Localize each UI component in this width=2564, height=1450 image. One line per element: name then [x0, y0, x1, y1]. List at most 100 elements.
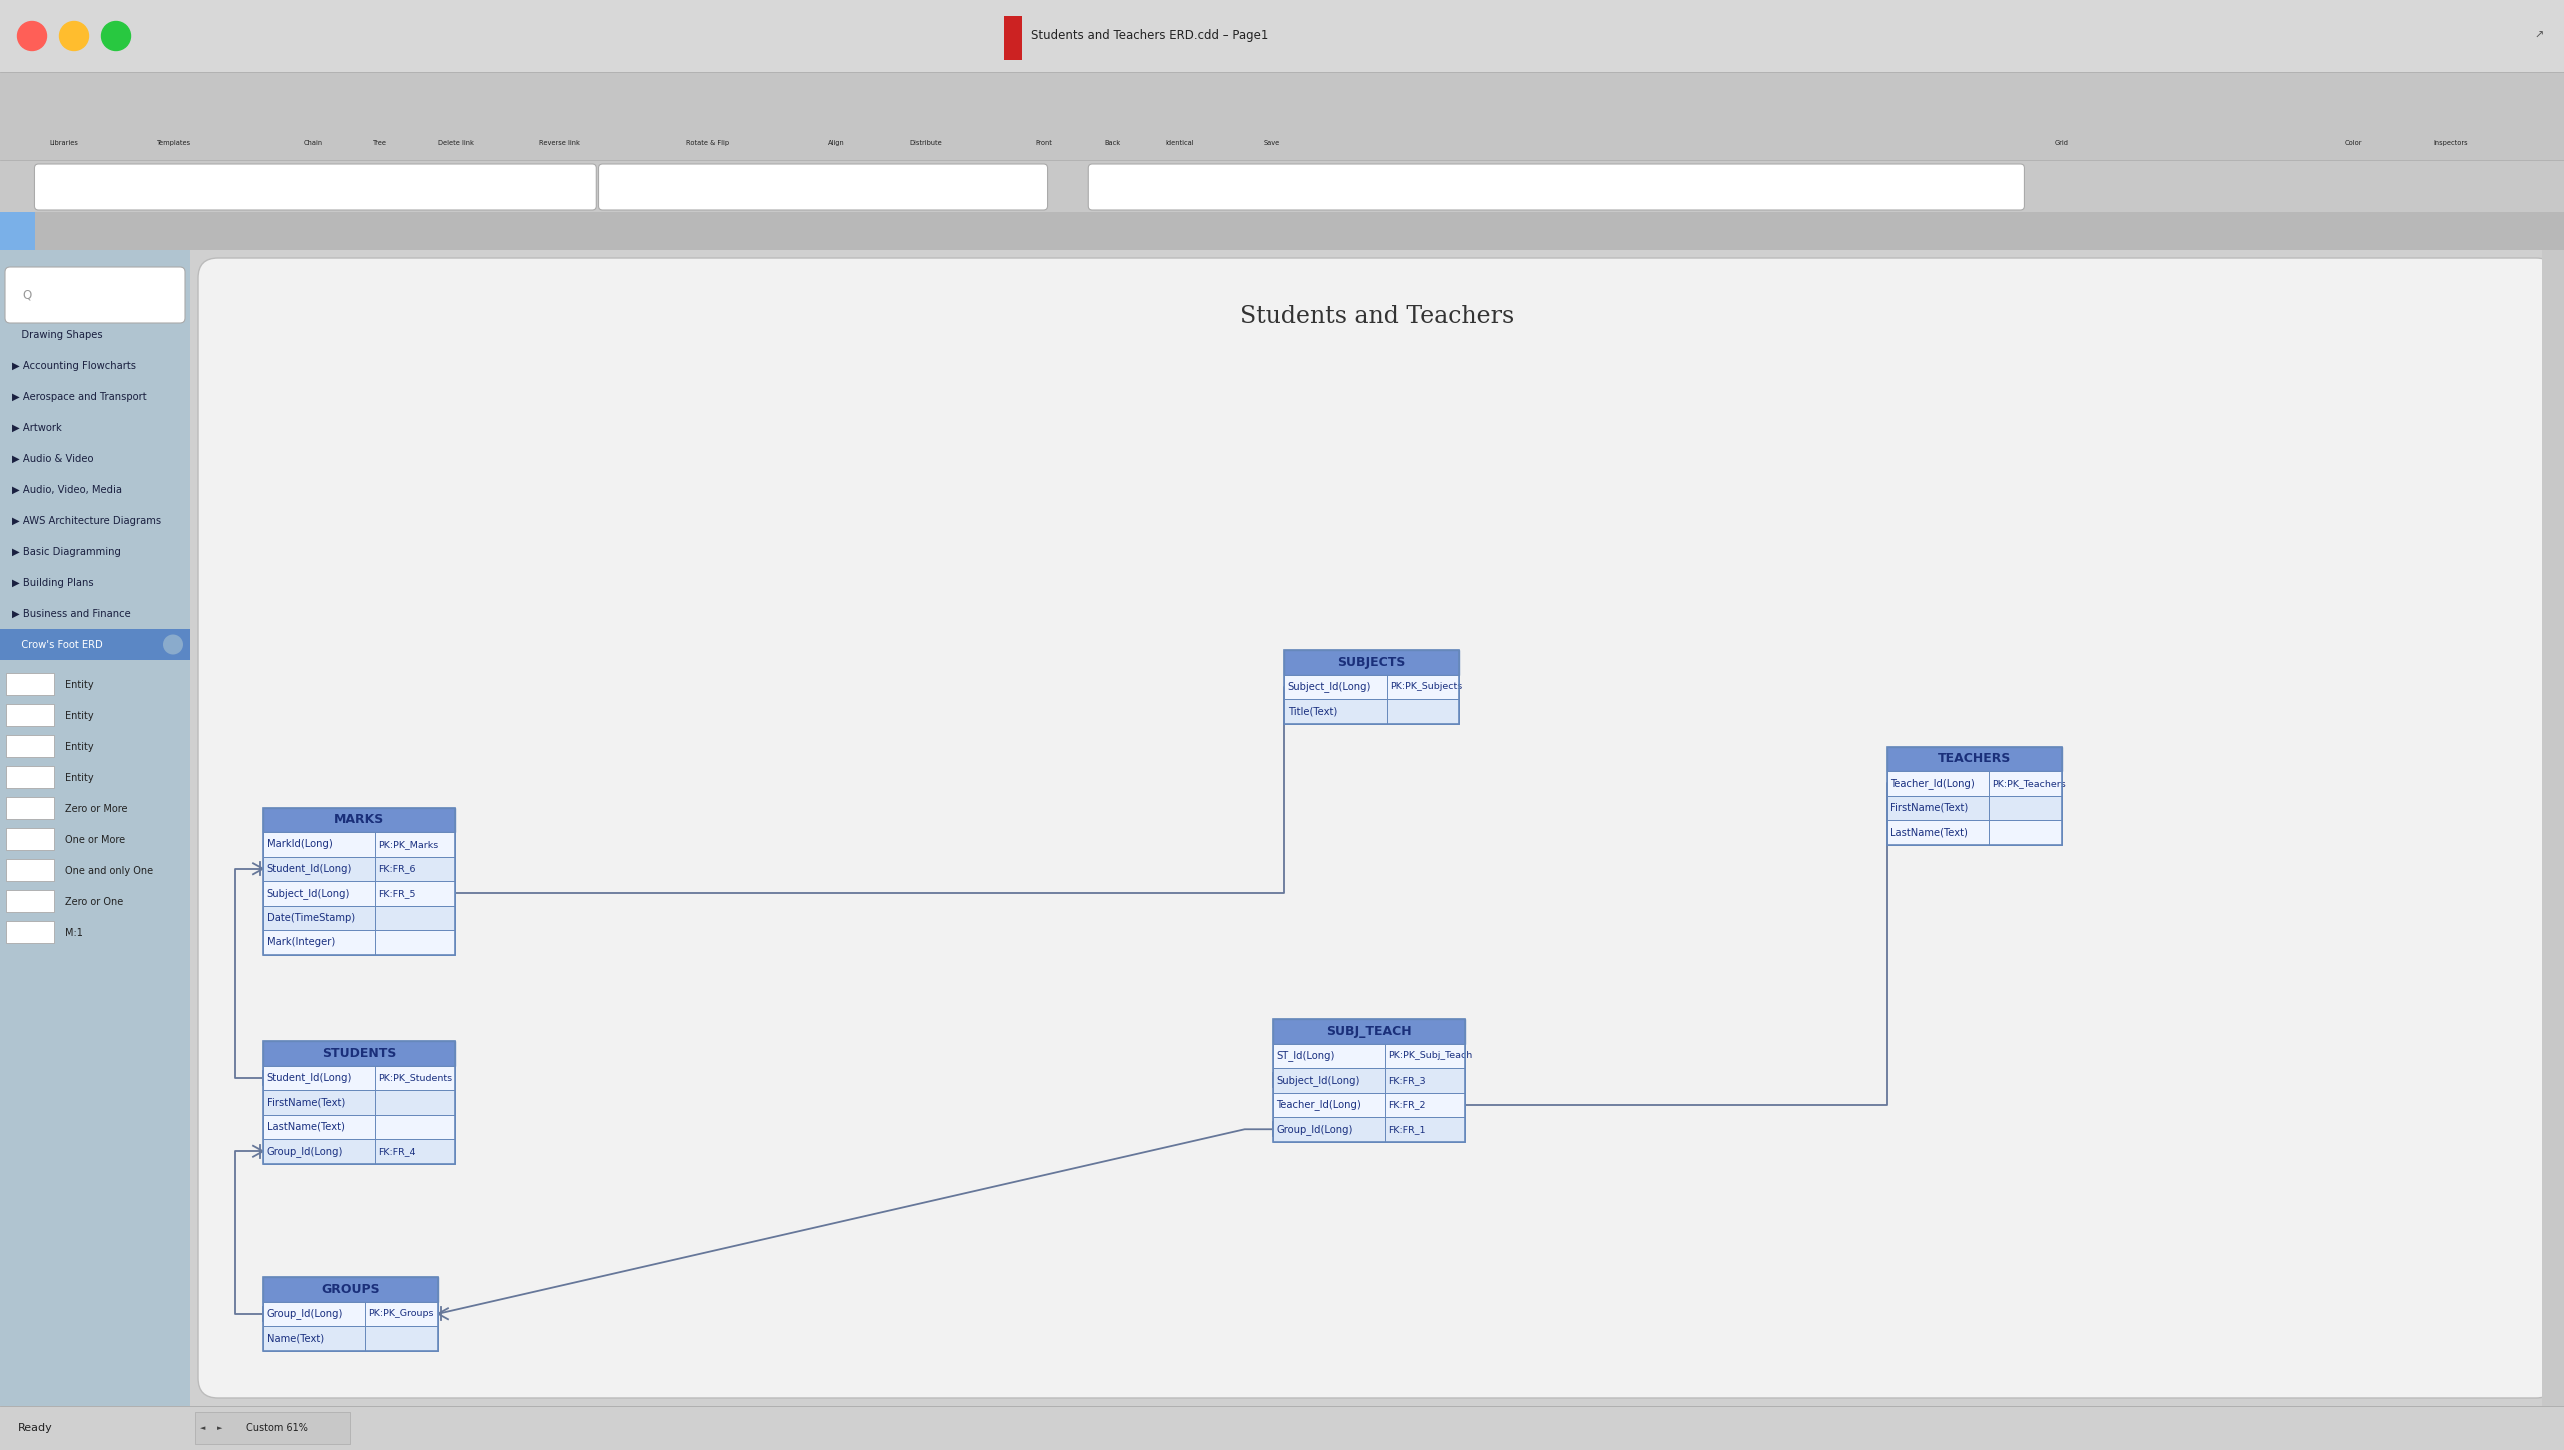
- Bar: [1285, 699, 1459, 724]
- Bar: [1887, 771, 2061, 796]
- Text: Student_Id(Long): Student_Id(Long): [267, 1073, 351, 1083]
- Text: FK:FR_6: FK:FR_6: [379, 864, 415, 873]
- Circle shape: [103, 22, 131, 51]
- Bar: [1285, 650, 1459, 724]
- Text: FirstName(Text): FirstName(Text): [1890, 803, 1969, 813]
- Bar: [1095, 91, 1131, 130]
- Bar: [264, 1302, 438, 1325]
- Text: ►: ►: [218, 1425, 223, 1431]
- Text: PK:PK_Marks: PK:PK_Marks: [379, 840, 438, 848]
- Text: Save: Save: [1264, 141, 1279, 146]
- Text: Group_Id(Long): Group_Id(Long): [1277, 1124, 1354, 1135]
- Text: SUBJ_TEACH: SUBJ_TEACH: [1326, 1025, 1413, 1038]
- Bar: [5, 921, 54, 942]
- Text: PK:PK_Subjects: PK:PK_Subjects: [1390, 683, 1461, 692]
- Text: Subject_Id(Long): Subject_Id(Long): [1277, 1074, 1359, 1086]
- Bar: [2336, 91, 2372, 130]
- Text: SUBJECTS: SUBJECTS: [1338, 655, 1405, 668]
- Text: Zero or One: Zero or One: [64, 898, 123, 908]
- Text: Align: Align: [828, 141, 844, 146]
- Text: MARKS: MARKS: [333, 813, 385, 826]
- Bar: [0, 1406, 2564, 1450]
- Bar: [818, 91, 854, 130]
- Text: ▶ Audio & Video: ▶ Audio & Video: [13, 454, 92, 464]
- Bar: [1161, 91, 1197, 130]
- Bar: [5, 798, 54, 819]
- Bar: [264, 808, 454, 832]
- Bar: [0, 249, 190, 1406]
- Text: Subject_Id(Long): Subject_Id(Long): [267, 887, 349, 899]
- Text: ↗: ↗: [2533, 30, 2543, 41]
- Text: MarkId(Long): MarkId(Long): [267, 840, 333, 850]
- Text: Mark(Integer): Mark(Integer): [267, 937, 336, 947]
- Text: Entity: Entity: [64, 710, 95, 721]
- Bar: [190, 1406, 2541, 1450]
- Bar: [5, 766, 54, 787]
- FancyBboxPatch shape: [33, 164, 597, 210]
- Text: GROUPS: GROUPS: [320, 1283, 379, 1296]
- Text: Distribute: Distribute: [910, 141, 941, 146]
- Bar: [690, 91, 726, 130]
- Bar: [264, 1066, 454, 1090]
- Text: Custom 61%: Custom 61%: [246, 1422, 308, 1433]
- Bar: [0, 212, 2564, 249]
- Bar: [264, 832, 454, 857]
- Text: FirstName(Text): FirstName(Text): [267, 1098, 344, 1108]
- Bar: [264, 1277, 438, 1302]
- Text: Front: Front: [1036, 141, 1051, 146]
- Bar: [46, 91, 82, 130]
- Bar: [1272, 1092, 1464, 1116]
- FancyBboxPatch shape: [5, 267, 185, 323]
- Bar: [2044, 91, 2079, 130]
- Circle shape: [164, 635, 182, 654]
- Circle shape: [59, 22, 90, 51]
- Bar: [264, 1277, 438, 1350]
- Bar: [156, 91, 192, 130]
- Text: Inspectors: Inspectors: [2433, 141, 2469, 146]
- Bar: [2433, 91, 2469, 130]
- Text: ▶ AWS Architecture Diagrams: ▶ AWS Architecture Diagrams: [13, 516, 162, 525]
- Bar: [1003, 16, 1020, 59]
- Text: Rotate & Flip: Rotate & Flip: [687, 141, 728, 146]
- Bar: [541, 91, 577, 130]
- Bar: [5, 673, 54, 695]
- Text: Tree: Tree: [372, 141, 387, 146]
- Bar: [908, 91, 944, 130]
- Text: One and only One: One and only One: [64, 866, 154, 876]
- Bar: [1887, 796, 2061, 821]
- Text: M:1: M:1: [64, 928, 82, 938]
- Text: PK:PK_Teachers: PK:PK_Teachers: [1992, 779, 2067, 787]
- Text: Drawing Shapes: Drawing Shapes: [13, 329, 103, 339]
- Bar: [1254, 91, 1290, 130]
- Text: ▶ Artwork: ▶ Artwork: [13, 422, 62, 432]
- Text: ST_Id(Long): ST_Id(Long): [1277, 1050, 1336, 1061]
- Text: Libraries: Libraries: [49, 141, 79, 146]
- Text: STUDENTS: STUDENTS: [323, 1047, 397, 1060]
- Bar: [264, 857, 454, 882]
- Text: Group_Id(Long): Group_Id(Long): [267, 1146, 344, 1157]
- Text: Chain: Chain: [303, 141, 323, 146]
- Bar: [264, 882, 454, 905]
- Bar: [438, 91, 474, 130]
- Bar: [2541, 249, 2564, 1406]
- Bar: [1285, 674, 1459, 699]
- Text: FK:FR_5: FK:FR_5: [379, 889, 415, 898]
- Bar: [1887, 821, 2061, 844]
- Bar: [1272, 1044, 1464, 1069]
- Bar: [5, 735, 54, 757]
- Bar: [1272, 1019, 1464, 1141]
- Text: ◄: ◄: [200, 1425, 205, 1431]
- Text: Ready: Ready: [18, 1422, 54, 1433]
- Bar: [264, 1090, 454, 1115]
- Text: Identical: Identical: [1164, 141, 1195, 146]
- Bar: [5, 828, 54, 850]
- Bar: [264, 808, 454, 954]
- Text: PK:PK_Groups: PK:PK_Groups: [369, 1309, 433, 1318]
- Text: Entity: Entity: [64, 742, 95, 753]
- Text: FK:FR_2: FK:FR_2: [1387, 1101, 1426, 1109]
- Bar: [295, 91, 331, 130]
- Text: Zero or More: Zero or More: [64, 803, 128, 813]
- Bar: [0, 72, 2564, 160]
- Bar: [190, 249, 2564, 1406]
- Text: Grid: Grid: [2054, 141, 2069, 146]
